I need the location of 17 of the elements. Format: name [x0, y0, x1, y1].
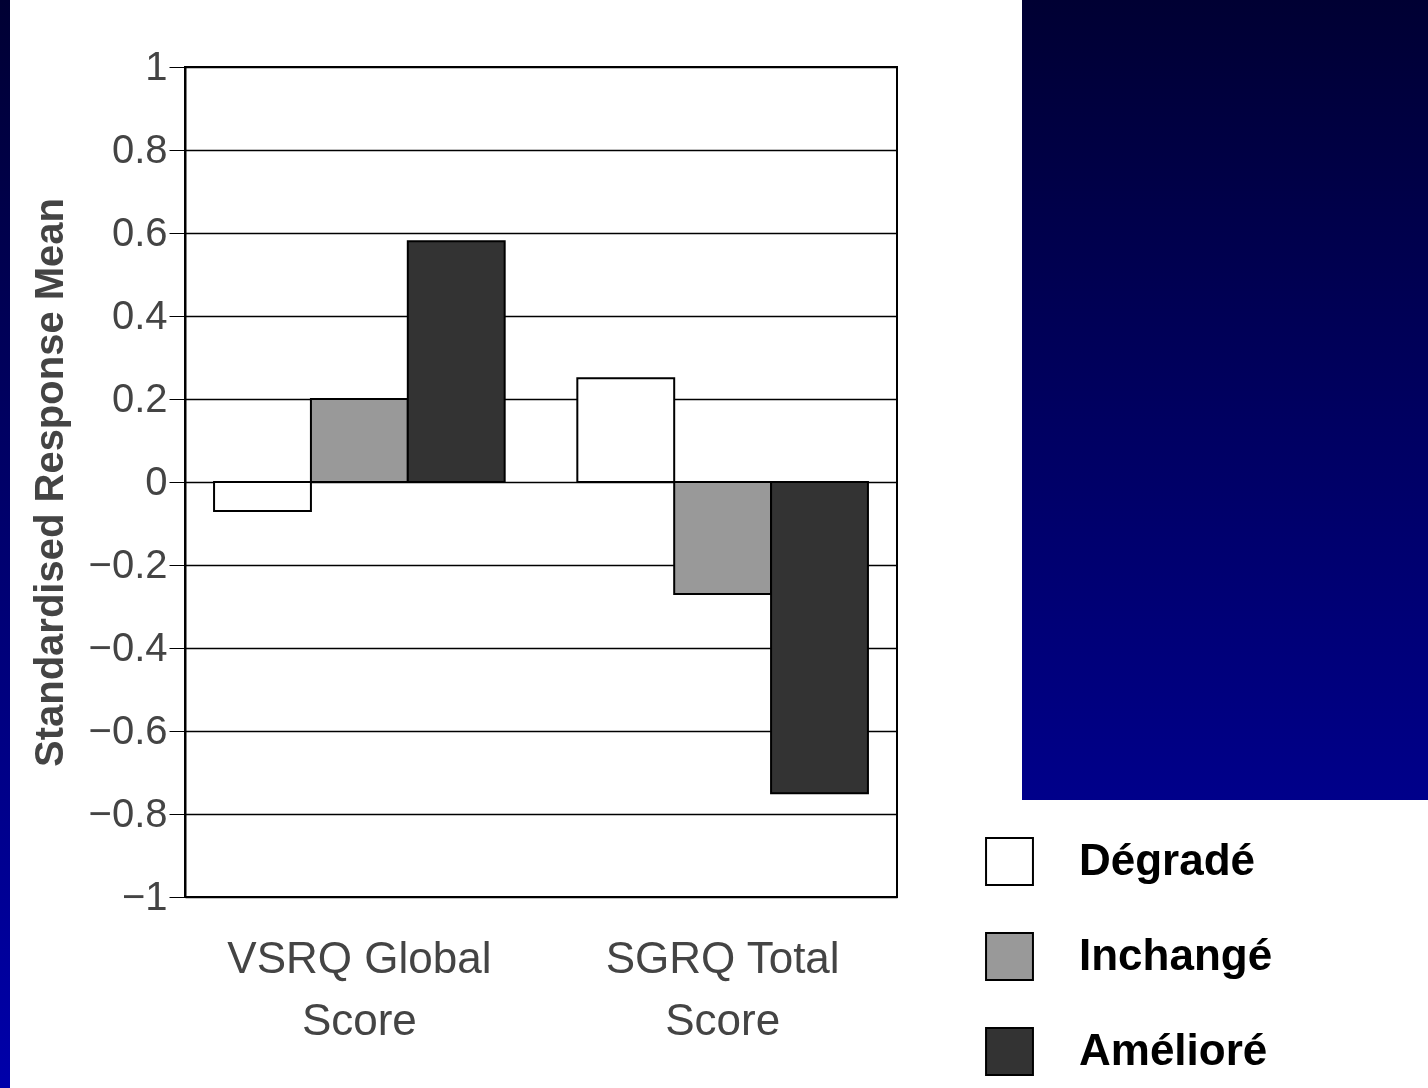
y-tick-label: −0.2 [88, 541, 168, 586]
y-tick-label: 0.6 [111, 209, 168, 254]
legend-label: Dégradé [1079, 834, 1256, 884]
y-tick-label: 1 [145, 43, 168, 88]
y-tick-label: −1 [121, 873, 168, 918]
x-tick-label: SGRQ Total Score [605, 932, 840, 1044]
legend-label: Inchangé [1079, 929, 1273, 979]
y-tick-label: 0.4 [111, 292, 168, 337]
y-tick-label: 0.2 [111, 375, 168, 420]
y-tick-label: −0.8 [88, 790, 168, 835]
legend-label: Amélioré [1079, 1024, 1268, 1074]
x-tick-label: VSRQ Global Score [227, 932, 492, 1044]
y-tick-label: 0.8 [111, 126, 168, 171]
y-tick-label: 0 [145, 458, 168, 503]
y-tick-label: −0.4 [88, 624, 168, 669]
y-axis-title: Standardised Response Mean [26, 197, 71, 768]
y-tick-label: −0.6 [88, 707, 168, 752]
